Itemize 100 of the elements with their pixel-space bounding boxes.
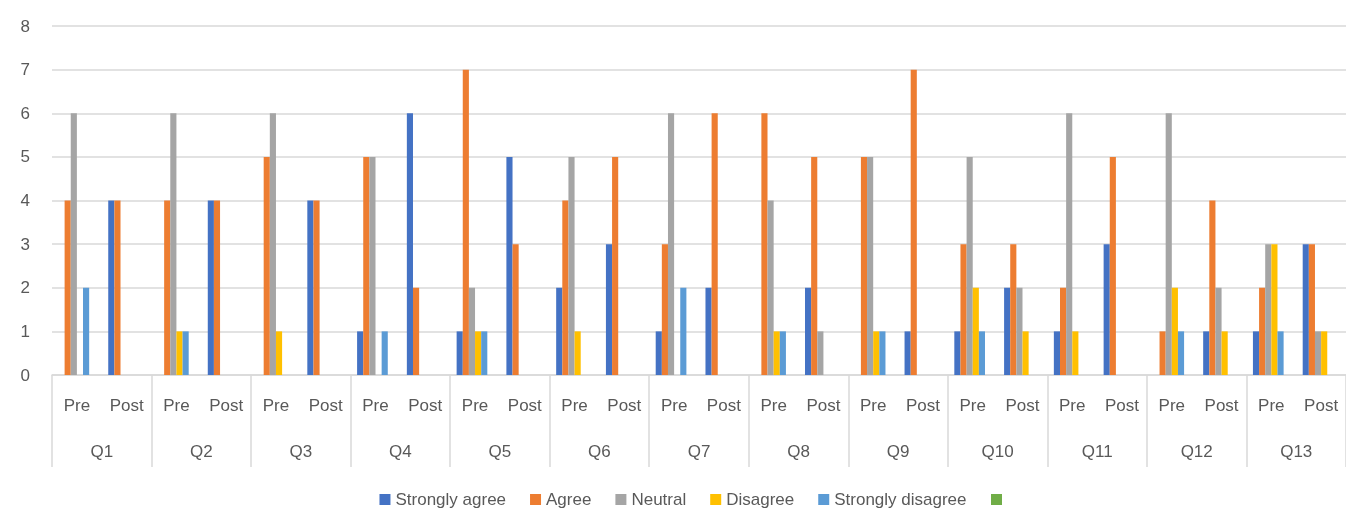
bar <box>910 69 917 375</box>
bar <box>307 200 314 375</box>
x-tick-label: Post <box>1105 396 1140 415</box>
x-tick-label: Post <box>408 396 443 415</box>
bar <box>556 287 563 375</box>
x-tick-label: Pre <box>362 396 389 415</box>
legend-label: Disagree <box>726 490 795 509</box>
x-tick-label: Post <box>209 396 244 415</box>
bar <box>1022 331 1029 375</box>
text: Q3 <box>289 442 313 461</box>
bar <box>605 244 613 375</box>
bar <box>1321 331 1328 375</box>
y-tick-label: 0 <box>20 365 30 385</box>
bar <box>954 331 961 375</box>
bar <box>406 113 413 375</box>
bar <box>1053 331 1060 375</box>
bar <box>562 200 569 375</box>
bar <box>1159 331 1166 375</box>
bar <box>574 331 581 375</box>
bar <box>767 200 774 375</box>
text: Q5 <box>488 442 512 461</box>
bar <box>966 156 973 375</box>
text: Q13 <box>1280 442 1313 461</box>
x-tick-label: Pre <box>760 396 787 415</box>
bar <box>182 331 189 375</box>
bar <box>817 331 824 375</box>
x-tick-label: Post <box>905 396 941 415</box>
y-tick-label: 5 <box>20 147 30 167</box>
bar <box>860 156 868 375</box>
bar <box>811 156 818 375</box>
bar <box>1103 244 1110 375</box>
text: Q8 <box>787 442 810 461</box>
bar <box>1016 287 1023 375</box>
bar <box>779 331 786 375</box>
x-tick-label: Pre <box>1258 396 1285 415</box>
bar <box>904 331 911 375</box>
bar <box>475 331 482 375</box>
bar <box>761 113 768 375</box>
bar <box>1209 200 1216 375</box>
bar <box>1066 113 1073 375</box>
x-tick-label: Post <box>507 396 543 415</box>
bar <box>960 244 967 375</box>
bar <box>873 331 880 375</box>
bar <box>655 331 662 375</box>
bar <box>1109 156 1116 375</box>
bar <box>269 113 276 375</box>
bar <box>213 200 221 375</box>
bar <box>357 331 364 375</box>
bar <box>462 69 469 375</box>
bar <box>705 287 712 375</box>
y-tick-label: 6 <box>20 103 30 123</box>
bar <box>506 156 513 375</box>
bar <box>711 113 718 375</box>
bar <box>108 200 115 375</box>
x-tick-label: Post <box>308 396 344 415</box>
text: Q7 <box>687 442 711 461</box>
bar <box>805 287 812 375</box>
x-tick-label: Pre <box>163 396 190 415</box>
bar <box>369 156 376 375</box>
legend-label: Strongly disagree <box>834 490 967 509</box>
bar <box>313 200 320 375</box>
legend-label: Strongly agree <box>395 490 507 509</box>
bar <box>1165 113 1172 375</box>
bar <box>114 200 121 375</box>
bar <box>275 331 283 375</box>
x-tick-label: Pre <box>1059 396 1086 415</box>
bar <box>412 287 420 375</box>
x-tick-label: Post <box>109 396 144 415</box>
bar <box>1171 287 1178 375</box>
bar <box>468 287 476 375</box>
bar <box>667 113 675 375</box>
legend-label: Neutral <box>631 490 687 509</box>
y-tick-label: 3 <box>20 234 30 254</box>
x-tick-label: Pre <box>959 396 986 415</box>
bar <box>381 331 388 375</box>
bar <box>83 287 90 375</box>
bar <box>1265 244 1272 375</box>
y-tick-label: 4 <box>20 191 30 210</box>
x-tick-label: Post <box>806 396 841 415</box>
bar <box>1302 244 1309 375</box>
bar <box>773 331 780 375</box>
x-tick-label: Pre <box>561 396 588 415</box>
text: Q10 <box>981 442 1014 461</box>
bar <box>70 113 77 375</box>
bar <box>1277 331 1284 375</box>
bar <box>661 244 668 375</box>
bar <box>568 156 575 375</box>
bar <box>1308 244 1315 375</box>
x-tick-label: Pre <box>461 396 489 415</box>
y-tick-label: 1 <box>20 321 30 341</box>
bar <box>1314 331 1322 375</box>
text: Q2 <box>189 442 213 461</box>
y-tick-label: 2 <box>20 278 30 298</box>
bar <box>1177 331 1185 375</box>
x-tick-label: Post <box>706 396 742 415</box>
bar <box>456 331 463 375</box>
bar <box>1072 331 1079 375</box>
bar <box>978 331 986 375</box>
x-tick-label: Post <box>1005 396 1040 415</box>
bar <box>1004 287 1011 375</box>
